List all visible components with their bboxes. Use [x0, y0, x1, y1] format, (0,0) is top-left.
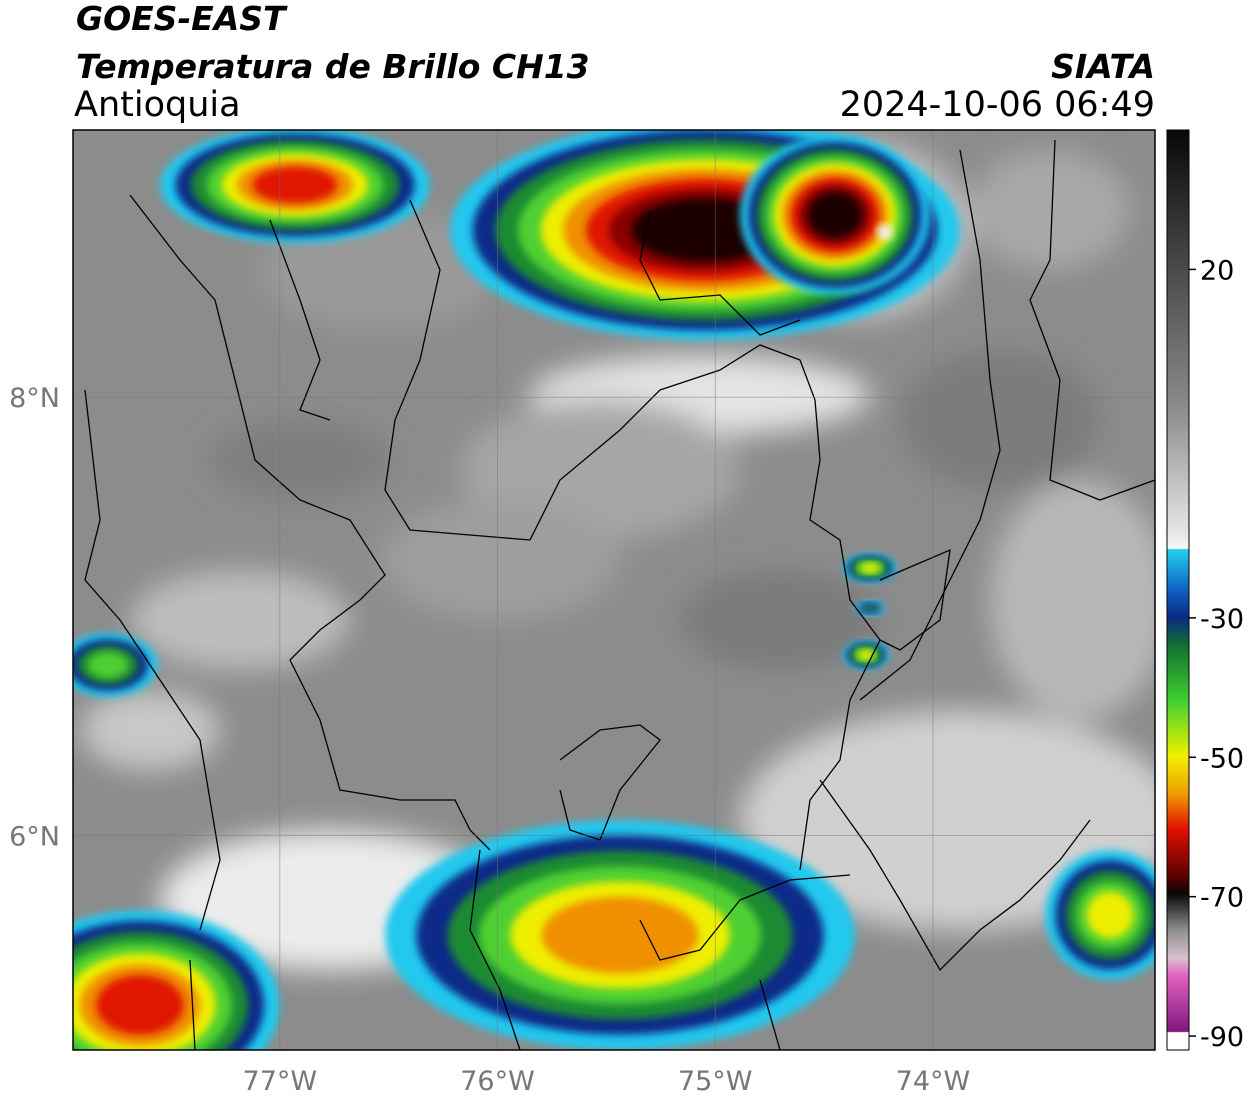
cloud-cell [541, 896, 699, 974]
colorbar [1166, 129, 1190, 1051]
cloud-cell [807, 191, 863, 239]
cloud-patch [990, 480, 1155, 720]
boundary [559, 724, 661, 841]
y-tick-label: 8°N [9, 383, 60, 414]
map-frame [72, 129, 1156, 1051]
colorbar-tick-label: -90 [1200, 1022, 1244, 1053]
x-tick-label: 74°W [896, 1066, 971, 1097]
colorbar-tick-label: 20 [1200, 255, 1234, 286]
boundary [84, 389, 221, 931]
datetime: 2024-10-06 06:49 [840, 85, 1155, 125]
map-image [73, 130, 1155, 1050]
boundary [759, 979, 781, 1050]
boundary [879, 548, 951, 651]
colorbar-tick-label: -70 [1200, 883, 1244, 914]
boundary [1029, 139, 1155, 501]
cloud-patch [680, 570, 880, 670]
cloud-patch [900, 350, 1100, 490]
cloud-cell [88, 652, 128, 678]
product-title: Temperatura de Brillo CH13 [76, 47, 590, 86]
boundary [469, 849, 521, 1050]
cloud-cell [857, 649, 875, 661]
boundary [819, 779, 1091, 972]
cold-core [877, 224, 893, 240]
region: Antioquia [74, 85, 241, 125]
cloud-cell [863, 604, 877, 612]
cloud-patch [80, 690, 220, 770]
cloud-patch [970, 150, 1130, 270]
satellite-title: GOES-EAST [76, 0, 288, 38]
cloud-cell [96, 975, 184, 1035]
colorbar-tick-label: -50 [1200, 743, 1244, 774]
boundary [639, 209, 801, 336]
boundary [269, 219, 331, 421]
cloud-patch [130, 570, 350, 670]
cloud-cell [1086, 891, 1134, 939]
boundary [639, 874, 851, 961]
cloud-cell [860, 562, 880, 574]
boundary [384, 199, 881, 871]
cloud-cell [252, 166, 338, 204]
cloud-patch [210, 420, 390, 500]
boundary [859, 149, 1001, 701]
x-tick-label: 77°W [243, 1066, 318, 1097]
y-tick-label: 6°N [9, 821, 60, 852]
cloud-patch [380, 500, 620, 620]
x-tick-label: 75°W [678, 1066, 753, 1097]
x-tick-label: 76°W [460, 1066, 535, 1097]
colorbar-tick-label: -30 [1200, 604, 1244, 635]
boundary [189, 959, 196, 1050]
source: SIATA [1051, 47, 1155, 86]
boundary [129, 194, 491, 851]
